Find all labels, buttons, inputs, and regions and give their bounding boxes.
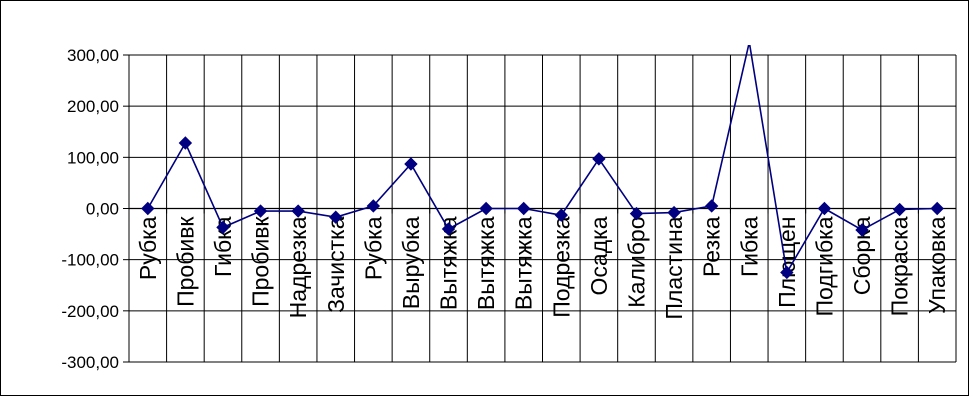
y-tick-label: 200,00	[67, 97, 119, 116]
category-label: Осадка	[586, 216, 612, 295]
y-tick-label: -300,00	[61, 353, 119, 372]
data-point-marker	[667, 205, 681, 220]
data-point-marker	[216, 220, 230, 235]
data-point-marker	[892, 202, 907, 217]
category-label: Зачистка	[323, 216, 349, 313]
category-label: Калибро	[623, 217, 649, 308]
category-label: Упаковка	[924, 216, 950, 314]
category-label: Пластина	[661, 216, 687, 319]
category-label: Резка	[699, 216, 725, 277]
data-point-marker	[930, 201, 944, 216]
data-point-marker	[141, 201, 155, 216]
data-point-marker	[817, 201, 832, 216]
data-point-marker	[253, 204, 268, 218]
category-label: Рубка	[360, 216, 386, 280]
data-point-marker	[178, 136, 193, 150]
data-point-marker	[554, 208, 569, 222]
series-line	[147, 45, 938, 275]
data-point-marker	[404, 157, 418, 171]
category-label: Пробивк	[172, 216, 198, 307]
category-label: Рубка	[135, 216, 161, 280]
data-point-marker	[704, 199, 719, 213]
category-label: Надрезка	[285, 216, 311, 318]
category-label: Пробивк	[248, 216, 274, 307]
data-point-marker	[441, 222, 456, 236]
data-point-marker	[629, 206, 644, 221]
y-tick-labels: 300,00 200,00 100,00 0,00 -100,00 -200,00 -300…	[61, 46, 119, 372]
y-tick-label: -100,00	[61, 251, 119, 270]
category-label: Покраска	[887, 216, 913, 316]
category-label: Вытяжка	[511, 216, 537, 310]
data-point-marker	[780, 265, 794, 280]
category-label: Подрезка	[548, 216, 574, 317]
category-label: Гибка	[736, 216, 762, 277]
data-point-marker	[366, 199, 381, 213]
series-group	[147, 45, 938, 275]
data-point-marker	[855, 223, 869, 237]
category-labels: Рубка Пробивк Гибка Пробивк Надрезка Зачистка…	[135, 216, 950, 320]
data-point-marker	[516, 201, 531, 216]
category-label: Вытяжка	[473, 216, 499, 310]
data-point-marker	[592, 152, 606, 166]
data-point-marker	[479, 201, 493, 216]
data-point-marker	[329, 210, 343, 224]
y-tick-label: 100,00	[67, 148, 119, 167]
data-point-marker	[291, 204, 305, 218]
y-tick-label: -200,00	[61, 302, 119, 321]
data-series	[141, 45, 944, 280]
category-label: Вырубка	[398, 216, 424, 309]
y-tick-label: 0,00	[86, 200, 119, 219]
category-label: Подгибка	[811, 216, 837, 316]
y-tick-label: 300,00	[67, 46, 119, 65]
category-label: Плющен	[774, 217, 800, 308]
